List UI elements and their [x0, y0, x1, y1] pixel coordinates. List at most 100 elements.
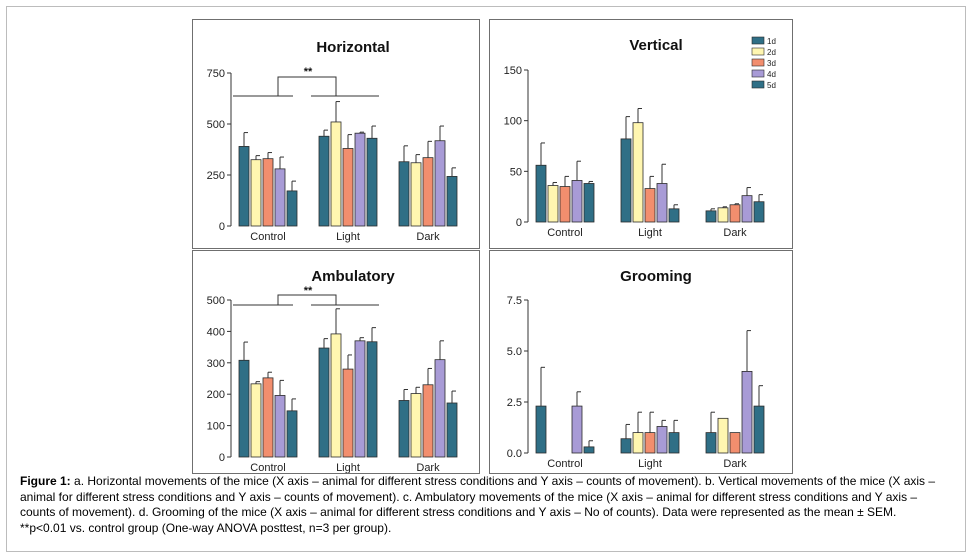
- horizontal-bar-light-1: [318, 135, 330, 227]
- vertical-bar-control-3: [559, 186, 571, 223]
- ambulatory-bar-dark-2: [410, 393, 422, 458]
- ambulatory-y-tick-label: 300: [207, 358, 225, 370]
- horizontal-bar-dark-1: [398, 161, 410, 227]
- ambulatory-bar-light-1: [318, 347, 330, 458]
- grooming-bar-dark-2: [717, 417, 729, 454]
- horizontal-y-tick-label: 0: [219, 221, 225, 233]
- ambulatory-bar-dark-4: [434, 359, 446, 458]
- vertical-legend-label-3: 3d: [767, 59, 776, 68]
- chart-ambulatory: Ambulatory 0 100 200 300 400 500 Control Light Da…: [207, 268, 458, 473]
- vertical-bar-dark-1: [705, 210, 717, 223]
- vertical-bar-control-1: [535, 164, 547, 223]
- horizontal-bar-control-3: [262, 158, 274, 227]
- ambulatory-title: Ambulatory: [311, 268, 395, 285]
- ambulatory-y-tick-label: 100: [207, 421, 225, 433]
- ambulatory-category-label: Control: [250, 462, 285, 473]
- horizontal-title: Horizontal: [316, 39, 389, 56]
- horizontal-category-label: Light: [336, 231, 360, 243]
- grooming-bar-control-4: [571, 405, 583, 454]
- panel-vertical: Vertical 0 50 100 150 Control Light Dark 1d 2d 3d 4…: [489, 19, 793, 249]
- horizontal-y-tick-label: 500: [207, 119, 225, 131]
- ambulatory-bar-dark-5: [446, 402, 458, 458]
- horizontal-bar-dark-2: [410, 162, 422, 227]
- ambulatory-bar-light-4: [354, 340, 366, 458]
- vertical-bar-control-4: [571, 180, 583, 223]
- vertical-bar-light-4: [656, 183, 668, 223]
- panel-ambulatory: Ambulatory 0 100 200 300 400 500 Control Light Da…: [192, 250, 480, 474]
- vertical-bar-light-1: [620, 138, 632, 223]
- ambulatory-sig-stars: **: [304, 285, 313, 297]
- vertical-bar-light-3: [644, 188, 656, 223]
- figure-frame: Horizontal 0 250 500 750 Control Light Dark ** V…: [6, 6, 966, 552]
- grooming-bar-dark-1: [705, 432, 717, 454]
- ambulatory-bar-dark-3: [422, 384, 434, 458]
- ambulatory-bar-light-2: [330, 333, 342, 458]
- horizontal-bar-dark-4: [434, 140, 446, 227]
- grooming-bar-dark-3: [729, 432, 741, 454]
- horizontal-bar-control-1: [238, 146, 250, 227]
- vertical-bar-dark-3: [729, 204, 741, 223]
- horizontal-bar-light-2: [330, 121, 342, 227]
- vertical-y-tick-label: 0: [516, 217, 522, 229]
- vertical-y-tick-label: 150: [504, 65, 522, 77]
- vertical-legend-label-4: 4d: [767, 70, 776, 79]
- horizontal-bar-dark-5: [446, 176, 458, 227]
- caption-text: a. Horizontal movements of the mice (X a…: [20, 474, 936, 535]
- horizontal-bar-control-4: [274, 168, 286, 227]
- grooming-y-tick-label: 0.0: [507, 448, 522, 460]
- ambulatory-sig-bracket: [277, 294, 337, 305]
- ambulatory-y-tick-label: 200: [207, 389, 225, 401]
- vertical-legend-swatch-4: [751, 69, 765, 78]
- ambulatory-bar-control-5: [286, 410, 298, 458]
- vertical-category-label: Light: [638, 227, 662, 239]
- vertical-bar-dark-4: [741, 195, 753, 223]
- grooming-bar-light-2: [632, 432, 644, 454]
- horizontal-bar-dark-3: [422, 157, 434, 227]
- grooming-bar-control-1: [535, 405, 547, 454]
- ambulatory-bar-control-2: [250, 383, 262, 458]
- grooming-bar-control-5: [583, 446, 595, 454]
- vertical-legend-swatch-1: [751, 36, 765, 45]
- vertical-legend-label-2: 2d: [767, 48, 776, 57]
- vertical-category-label: Control: [547, 227, 582, 239]
- horizontal-category-label: Control: [250, 231, 285, 243]
- horizontal-bar-control-2: [250, 159, 262, 227]
- horizontal-category-label: Dark: [416, 231, 440, 243]
- ambulatory-category-label: Light: [336, 462, 360, 473]
- ambulatory-bar-light-5: [366, 341, 378, 458]
- vertical-bar-control-5: [583, 183, 595, 223]
- vertical-bar-dark-5: [753, 201, 765, 223]
- horizontal-y-tick-label: 250: [207, 170, 225, 182]
- grooming-bar-dark-5: [753, 405, 765, 454]
- horizontal-bar-light-3: [342, 148, 354, 227]
- panel-horizontal: Horizontal 0 250 500 750 Control Light Dark **: [192, 19, 480, 249]
- horizontal-bar-light-4: [354, 132, 366, 227]
- ambulatory-bar-control-3: [262, 377, 274, 458]
- grooming-category-label: Control: [547, 458, 582, 470]
- ambulatory-bar-dark-1: [398, 400, 410, 458]
- horizontal-bar-light-5: [366, 137, 378, 227]
- grooming-category-label: Dark: [723, 458, 747, 470]
- grooming-bar-dark-4: [741, 371, 753, 454]
- horizontal-bar-control-5: [286, 190, 298, 227]
- vertical-legend-label-1: 1d: [767, 37, 776, 46]
- ambulatory-bar-light-3: [342, 368, 354, 458]
- grooming-category-label: Light: [638, 458, 662, 470]
- vertical-category-label: Dark: [723, 227, 747, 239]
- grooming-bar-light-1: [620, 438, 632, 454]
- chart-vertical: Vertical 0 50 100 150 Control Light Dark 1d 2d 3d 4…: [504, 36, 776, 239]
- grooming-bar-light-5: [668, 432, 680, 454]
- vertical-bar-dark-2: [717, 207, 729, 223]
- vertical-legend-swatch-3: [751, 58, 765, 67]
- grooming-bar-light-3: [644, 432, 656, 454]
- vertical-bar-control-2: [547, 185, 559, 223]
- figure-caption: Figure 1: a. Horizontal movements of the…: [20, 474, 945, 536]
- vertical-title: Vertical: [629, 37, 682, 54]
- chart-grooming: Grooming 0.0 2.5 5.0 7.5 Control Light Dark: [507, 268, 765, 470]
- vertical-bar-light-5: [668, 208, 680, 223]
- vertical-legend-swatch-5: [751, 80, 765, 89]
- chart-horizontal: Horizontal 0 250 500 750 Control Light Dark **: [207, 39, 458, 243]
- ambulatory-bar-control-1: [238, 359, 250, 458]
- horizontal-y-tick-label: 750: [207, 68, 225, 80]
- grooming-title: Grooming: [620, 268, 692, 285]
